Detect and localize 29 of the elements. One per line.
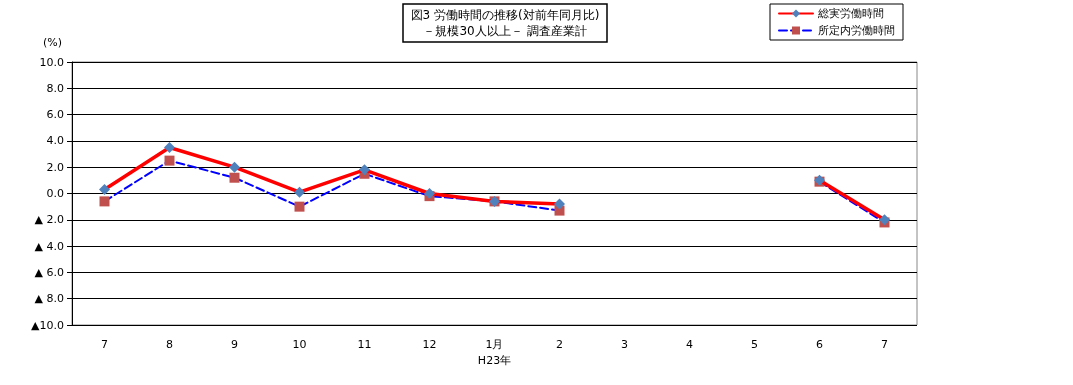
y-tick-label: ▲ 6.0: [34, 265, 64, 279]
x-tick-label: 7: [881, 338, 888, 351]
y-tick-label: 6.0: [46, 108, 64, 122]
x-tick-label: 10: [292, 338, 307, 351]
x-tick-label: 11: [357, 338, 372, 351]
y-axis-title: (%): [42, 36, 62, 49]
x-tick-label: 1月: [485, 338, 504, 351]
x-tick-label: 2: [556, 338, 563, 351]
x-tick-label: 3: [621, 338, 628, 351]
y-tick-label: ▲ 2.0: [34, 213, 64, 227]
y-tick-label: 10.0: [39, 55, 64, 69]
x-axis-title: H23年: [477, 354, 512, 367]
x-tick-label: 8: [166, 338, 173, 351]
x-tick-label: 12: [422, 338, 437, 351]
x-tick-label: 7: [101, 338, 108, 351]
legend-label: 総実労働時間: [817, 7, 884, 20]
legend-label: 所定内労働時間: [818, 24, 895, 37]
y-tick-label: 0.0: [46, 187, 64, 200]
x-tick-label: 6: [816, 338, 823, 351]
y-tick-label: ▲ 4.0: [34, 239, 64, 253]
x-tick-label: 9: [231, 338, 238, 351]
x-tick-label: 5: [751, 338, 758, 351]
y-tick-label: ▲ 8.0: [34, 292, 64, 306]
y-tick-label: 8.0: [46, 81, 64, 95]
x-tick-label: 4: [686, 338, 693, 351]
chart-title: 図3 労働時間の推移(対前年同月比) －規模30人以上－ 調査産業計: [410, 8, 600, 38]
y-tick-label: ▲10.0: [31, 318, 64, 332]
y-tick-label: 4.0: [46, 134, 64, 148]
y-tick-label: 2.0: [46, 160, 64, 174]
